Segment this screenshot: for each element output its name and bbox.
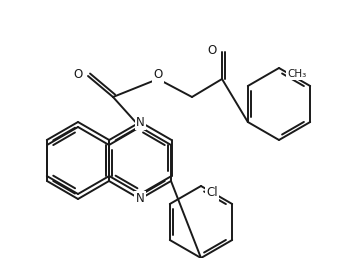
Text: N: N	[135, 192, 144, 206]
Text: O: O	[208, 44, 217, 57]
Text: Cl: Cl	[206, 187, 218, 199]
Text: CH₃: CH₃	[287, 69, 306, 79]
Text: O: O	[74, 68, 83, 80]
Text: O: O	[153, 69, 163, 82]
Text: N: N	[136, 116, 145, 128]
